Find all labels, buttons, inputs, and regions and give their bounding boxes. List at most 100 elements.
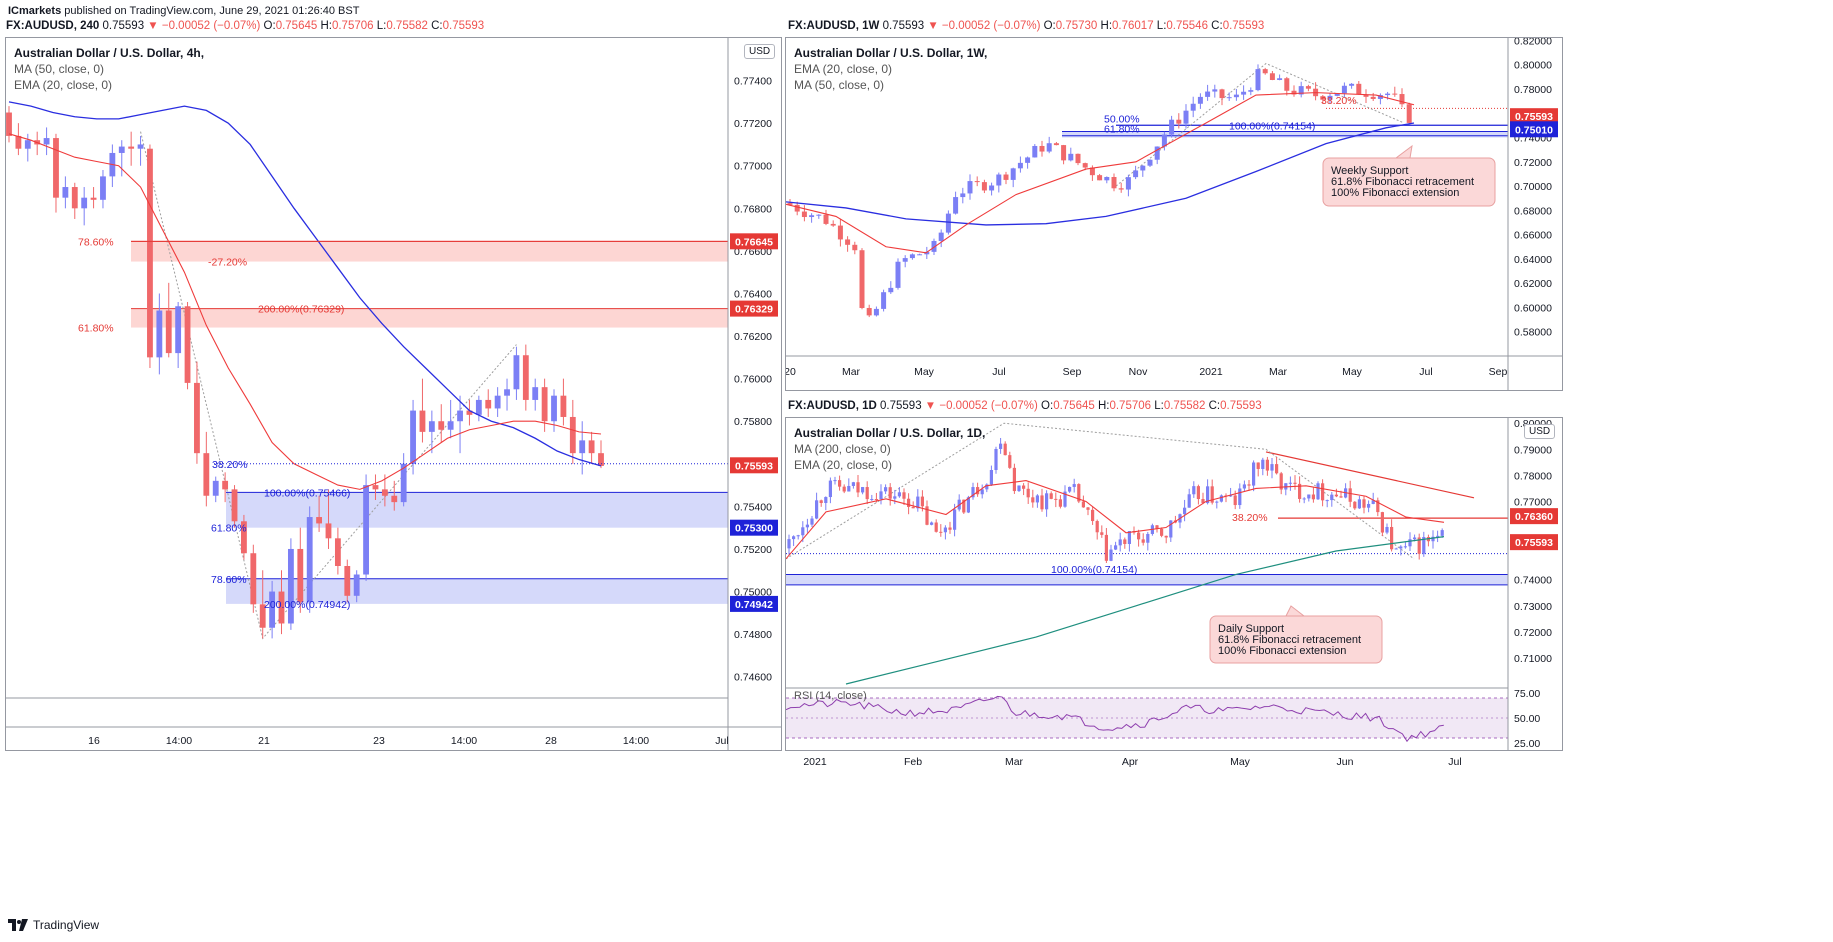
candle-body bbox=[1147, 159, 1153, 166]
low-1d: 0.75582 bbox=[1163, 400, 1206, 412]
price-label-4h-3-bg bbox=[730, 519, 778, 536]
candle-body bbox=[1032, 145, 1038, 158]
legend-title-4h: Australian Dollar / U.S. Dollar, 4h, bbox=[14, 46, 205, 60]
change-1d: ▼ −0.00052 (−0.07%) bbox=[924, 400, 1038, 412]
candle-body bbox=[419, 410, 426, 432]
candle-body bbox=[231, 489, 238, 522]
candle-body bbox=[1275, 464, 1279, 474]
symbol-1d[interactable]: FX:AUDUSD, 1D bbox=[788, 400, 877, 412]
candle-body bbox=[1063, 491, 1067, 507]
candle-body bbox=[1072, 484, 1076, 487]
currency-badge-4h[interactable]: USD bbox=[744, 44, 776, 59]
candle-body bbox=[541, 387, 548, 422]
candle-body bbox=[907, 498, 911, 507]
chart-1d-svg[interactable]: 38.20% 100.00%(0.74154) Daily Support61.8%… bbox=[785, 418, 1562, 750]
price-label-4h-0-bg bbox=[730, 233, 778, 250]
candle-body bbox=[1349, 83, 1355, 86]
y-tick-label: 0.75400 bbox=[734, 501, 772, 513]
candle-body bbox=[1097, 175, 1103, 181]
legend-ma200-1d[interactable]: MA (200, close, 0) bbox=[794, 442, 891, 456]
candle-body bbox=[1068, 486, 1072, 492]
legend-ema20-1d[interactable]: EMA (20, close, 0) bbox=[794, 458, 893, 472]
candle-body bbox=[269, 591, 276, 628]
y-tick-label: 0.60000 bbox=[1514, 302, 1552, 314]
fib-annotation: 100.00%(0.74154) bbox=[1229, 121, 1315, 133]
fib-annotation: 61.80% bbox=[211, 523, 247, 535]
legend-1d: Australian Dollar / U.S. Dollar, 1D, MA … bbox=[794, 425, 985, 473]
candle-body bbox=[897, 492, 901, 497]
legend-ema20-1w[interactable]: EMA (20, close, 0) bbox=[794, 62, 893, 76]
price-label-4h-4-bg bbox=[730, 595, 778, 612]
candle-body bbox=[1262, 69, 1268, 74]
candle-body bbox=[851, 482, 855, 486]
fib-annotation: 38.20% bbox=[212, 459, 248, 471]
candle-body bbox=[996, 174, 1002, 186]
candle-body bbox=[1169, 520, 1173, 538]
chart-4h-svg[interactable]: 78.60% -27.20% 200.00%(0.76329) 61.80% 38.20… bbox=[6, 38, 781, 750]
symbol-4h[interactable]: FX:AUDUSD, 240 bbox=[6, 20, 100, 32]
symbol-1w[interactable]: FX:AUDUSD, 1W bbox=[788, 20, 880, 32]
candle-body bbox=[598, 453, 604, 466]
candle-body bbox=[1141, 539, 1145, 543]
candle-body bbox=[1089, 167, 1095, 176]
legend-ma50-4h[interactable]: MA (50, close, 0) bbox=[14, 62, 105, 76]
candle-body bbox=[118, 146, 125, 153]
chart-1w-svg[interactable]: 50.00%61.80% 100.00%(0.74154) 38.20% Weekly… bbox=[784, 35, 1562, 390]
ema20-line-1w bbox=[785, 92, 1415, 254]
candle-body bbox=[1269, 73, 1275, 80]
candle-body bbox=[259, 604, 266, 628]
currency-badge-1d[interactable]: USD bbox=[1524, 424, 1556, 439]
candle-body bbox=[874, 499, 878, 501]
legend-ma50-1w[interactable]: MA (50, close, 0) bbox=[794, 78, 885, 92]
price-label-4h-0: 0.76645 bbox=[735, 236, 773, 248]
candle-body bbox=[1040, 495, 1044, 510]
candle-body bbox=[1440, 530, 1444, 536]
candle-body bbox=[1403, 546, 1407, 548]
candle-body bbox=[1370, 96, 1376, 99]
candle-body bbox=[1233, 94, 1239, 98]
candle-body bbox=[828, 480, 832, 498]
published-info: published on TradingView.com, June 29, 2… bbox=[64, 5, 360, 17]
candle-body bbox=[819, 500, 823, 503]
fib-annotation: 100.00%(0.75466) bbox=[264, 487, 350, 499]
candle-body bbox=[787, 539, 791, 549]
candle-body bbox=[344, 566, 351, 596]
candle-body bbox=[1311, 494, 1315, 500]
candle-body bbox=[1187, 494, 1191, 508]
legend-ema20-4h[interactable]: EMA (20, close, 0) bbox=[14, 78, 113, 92]
candle-body bbox=[989, 470, 993, 485]
fib-annotation: 78.60% bbox=[78, 236, 114, 248]
candle-body bbox=[306, 517, 313, 603]
candle-body bbox=[391, 495, 398, 503]
candle-body bbox=[1155, 525, 1159, 529]
candle-body bbox=[1075, 153, 1081, 164]
candle-body bbox=[842, 486, 846, 492]
candle-body bbox=[1252, 462, 1256, 486]
y-tick-label: 0.74800 bbox=[734, 629, 772, 641]
x-tick-label: 28 bbox=[545, 735, 557, 747]
candle-body bbox=[250, 553, 257, 605]
candle-body bbox=[428, 421, 435, 432]
candle-body bbox=[1081, 501, 1085, 508]
candle-body bbox=[1190, 103, 1196, 111]
candle-body bbox=[241, 521, 247, 554]
candle-body bbox=[447, 421, 454, 430]
fib-annotation: 78.60% bbox=[211, 574, 247, 586]
candle-body bbox=[852, 244, 858, 251]
chart-panel-1d[interactable]: 38.20% 100.00%(0.74154) Daily Support 61.8%… bbox=[785, 417, 1563, 751]
candle-body bbox=[847, 485, 851, 492]
candle-body bbox=[1399, 94, 1405, 105]
x-tick-label: Mar bbox=[842, 366, 861, 378]
candle-body bbox=[1367, 503, 1371, 508]
fib-annotation: 38.20% bbox=[1232, 512, 1268, 524]
chart-panel-4h[interactable]: 78.60% -27.20% 200.00%(0.76329) 61.80% 38.20… bbox=[5, 37, 782, 751]
y-tick-label: 0.74600 bbox=[734, 672, 772, 684]
chart-panel-1w[interactable]: 50.00% 61.80% 100.00%(0.74154) 38.20% Weekly… bbox=[784, 35, 1563, 391]
y-tick-label: 0.58000 bbox=[1514, 327, 1552, 339]
y-tick-label: 0.75000 bbox=[734, 587, 772, 599]
candle-body bbox=[1201, 499, 1205, 504]
tradingview-footer[interactable]: TradingView bbox=[8, 918, 99, 932]
candle-body bbox=[865, 487, 869, 500]
candle-body bbox=[494, 395, 501, 409]
candle-body bbox=[1125, 177, 1131, 190]
